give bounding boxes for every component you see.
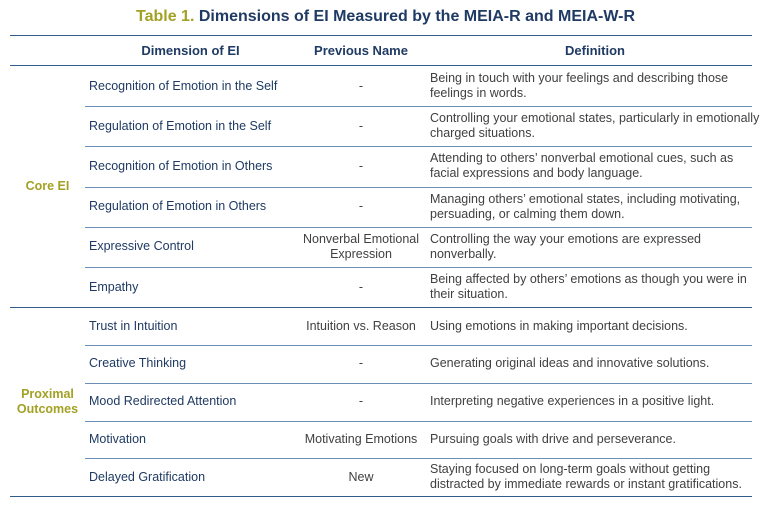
previous-name: New xyxy=(348,469,374,484)
previous-name: - xyxy=(358,199,364,214)
rule xyxy=(10,65,752,66)
row-rule xyxy=(85,226,752,228)
definition: Managing others’ emotional states, inclu… xyxy=(430,191,741,221)
definition: Using emotions in making important decis… xyxy=(430,318,688,333)
definition: Being affected by others’ emotions as th… xyxy=(430,272,747,302)
previous-name: - xyxy=(358,279,364,294)
row-rule xyxy=(85,420,752,422)
dimension: Recognition of Emotion in Others xyxy=(89,158,273,173)
definition: Attending to others’ nonverbal emotional… xyxy=(430,151,734,181)
row-rule xyxy=(85,382,752,384)
previous-name: Nonverbal Emotional Expression xyxy=(302,231,420,261)
row-rule xyxy=(85,267,752,268)
dimension: Regulation of Emotion in the Self xyxy=(89,118,272,133)
column-header: Previous Name xyxy=(314,42,408,58)
title-label: Table 1. xyxy=(136,8,195,25)
row-rule xyxy=(85,345,752,346)
column-header: Definition xyxy=(565,42,625,58)
dimension: Trust in Intuition xyxy=(89,318,178,333)
row-rule xyxy=(85,146,752,148)
dimension: Expressive Control xyxy=(89,239,194,254)
dimension: Motivation xyxy=(89,431,146,446)
group-label: Core EI xyxy=(25,179,70,194)
dimension: Mood Redirected Attention xyxy=(89,394,237,409)
previous-name: - xyxy=(358,394,364,409)
table-title: Table 1. Dimensions of EI Measured by th… xyxy=(0,8,771,26)
definition: Controlling your emotional states, parti… xyxy=(430,111,760,141)
definition: Staying focused on long-term goals witho… xyxy=(430,462,742,492)
dimension: Recognition of Emotion in the Self xyxy=(89,78,278,93)
group-label: Proximal Outcomes xyxy=(16,386,79,416)
definition: Pursuing goals with drive and perseveran… xyxy=(430,431,676,446)
row-rule xyxy=(85,106,752,108)
definition: Controlling the way your emotions are ex… xyxy=(430,231,701,261)
group-rule xyxy=(10,307,752,309)
group-rule xyxy=(10,496,752,498)
row-rule xyxy=(85,458,752,460)
definition: Interpreting negative experiences in a p… xyxy=(430,394,715,409)
dimension: Regulation of Emotion in Others xyxy=(89,199,267,214)
row-rule xyxy=(85,186,752,188)
previous-name: - xyxy=(358,356,364,371)
previous-name: - xyxy=(358,78,364,93)
definition: Generating original ideas and innovative… xyxy=(430,356,710,371)
previous-name: - xyxy=(358,118,364,133)
column-header: Dimension of EI xyxy=(141,42,240,58)
title-text: Dimensions of EI Measured by the MEIA-R … xyxy=(198,8,635,25)
previous-name: Intuition vs. Reason xyxy=(306,318,416,333)
dimension: Creative Thinking xyxy=(89,356,187,371)
definition: Being in touch with your feelings and de… xyxy=(430,71,729,101)
dimension: Empathy xyxy=(89,279,139,294)
previous-name: - xyxy=(358,158,364,173)
previous-name: Motivating Emotions xyxy=(304,431,418,446)
dimension: Delayed Gratification xyxy=(89,469,206,484)
rule xyxy=(10,35,752,36)
